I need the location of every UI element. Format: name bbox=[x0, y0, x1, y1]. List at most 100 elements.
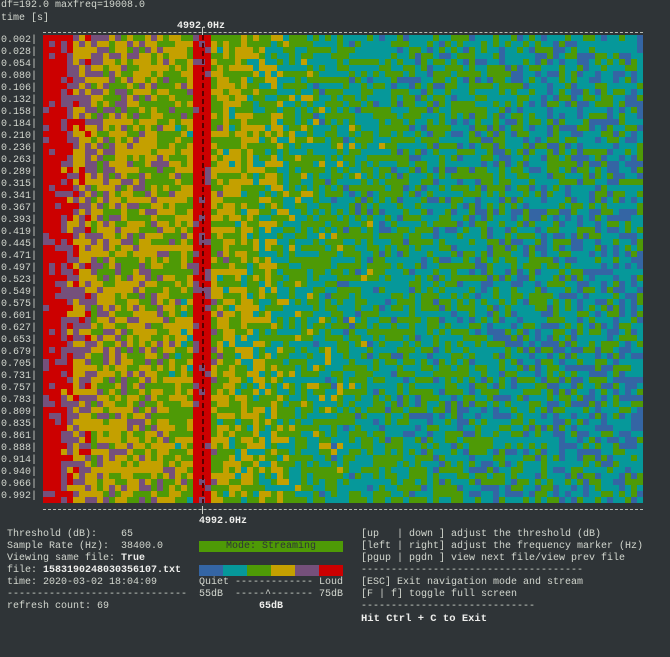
spectrogram-cell bbox=[85, 65, 91, 71]
spectrogram-cell bbox=[139, 47, 145, 53]
spectrogram-cell bbox=[445, 83, 451, 89]
spectrogram-cell bbox=[433, 119, 439, 125]
spectrogram-cell bbox=[409, 95, 415, 101]
spectrogram-cell bbox=[571, 107, 577, 113]
spectrogram-cell bbox=[97, 53, 103, 59]
spectrogram-cell bbox=[139, 95, 145, 101]
spectrogram-cell bbox=[367, 65, 373, 71]
spectrogram-cell bbox=[253, 101, 259, 107]
spectrogram-cell bbox=[451, 107, 457, 113]
spectrogram-cell bbox=[247, 83, 253, 89]
spectrogram-cell bbox=[421, 107, 427, 113]
spectrogram-cell bbox=[181, 89, 187, 95]
spectrogram-cell bbox=[169, 161, 175, 167]
spectrogram-cell bbox=[571, 125, 577, 131]
spectrogram-cell bbox=[541, 167, 547, 173]
spectrogram-cell bbox=[187, 107, 193, 113]
spectrogram-cell bbox=[121, 173, 127, 179]
spectrogram-cell bbox=[523, 149, 529, 155]
spectrogram-cell bbox=[223, 173, 229, 179]
spectrogram-cell bbox=[553, 35, 559, 41]
spectrogram-cell bbox=[55, 83, 61, 89]
spectrogram-cell bbox=[451, 41, 457, 47]
spectrogram-cell bbox=[565, 101, 571, 107]
spectrogram-cell bbox=[109, 65, 115, 71]
spectrogram-cell bbox=[601, 95, 607, 101]
spectrogram-cell bbox=[121, 107, 127, 113]
spectrogram-cell bbox=[523, 155, 529, 161]
spectrogram-cell bbox=[409, 113, 415, 119]
spectrogram-cell bbox=[157, 89, 163, 95]
spectrogram-cell bbox=[289, 143, 295, 149]
spectrogram-cell bbox=[91, 65, 97, 71]
spectrogram-cell bbox=[277, 89, 283, 95]
spectrogram-cell bbox=[535, 77, 541, 83]
spectrogram-cell bbox=[475, 89, 481, 95]
spectrogram-cell bbox=[259, 95, 265, 101]
spectrogram-cell bbox=[175, 167, 181, 173]
spectrogram-cell bbox=[559, 95, 565, 101]
spectrogram-cell bbox=[553, 71, 559, 77]
spectrogram-cell bbox=[493, 77, 499, 83]
spectrogram-cell bbox=[541, 131, 547, 137]
spectrogram-cell bbox=[97, 83, 103, 89]
spectrogram-cell bbox=[151, 113, 157, 119]
spectrogram-cell bbox=[277, 77, 283, 83]
spectrogram-cell bbox=[451, 173, 457, 179]
spectrogram-cell bbox=[247, 113, 253, 119]
spectrogram-cell bbox=[49, 125, 55, 131]
spectrogram-cell bbox=[265, 77, 271, 83]
spectrogram-cell bbox=[85, 137, 91, 143]
spectrogram-cell bbox=[613, 119, 619, 125]
spectrogram-cell bbox=[289, 77, 295, 83]
spectrogram-cell bbox=[565, 35, 571, 41]
spectrogram-cell bbox=[355, 167, 361, 173]
time-label: 0.888| bbox=[1, 443, 38, 454]
spectrogram-cell bbox=[85, 149, 91, 155]
spectrogram-cell bbox=[301, 143, 307, 149]
spectrogram-cell bbox=[433, 35, 439, 41]
spectrogram-cell bbox=[103, 131, 109, 137]
spectrogram-cell bbox=[505, 131, 511, 137]
spectrogram-cell bbox=[493, 83, 499, 89]
spectrogram-cell bbox=[277, 167, 283, 173]
spectrogram-cell bbox=[379, 35, 385, 41]
spectrogram-cell bbox=[43, 107, 49, 113]
spectrogram-cell bbox=[619, 113, 625, 119]
spectrogram-cell bbox=[475, 47, 481, 53]
spectrogram-cell bbox=[133, 101, 139, 107]
spectrogram-cell bbox=[337, 119, 343, 125]
spectrogram-cell bbox=[109, 41, 115, 47]
spectrogram-cell bbox=[91, 125, 97, 131]
spectrogram-cell bbox=[409, 89, 415, 95]
spectrogram-cell bbox=[457, 155, 463, 161]
spectrogram-cell bbox=[295, 155, 301, 161]
spectrogram-cell bbox=[49, 89, 55, 95]
spectrogram-cell bbox=[625, 41, 631, 47]
spectrogram-cell bbox=[307, 83, 313, 89]
spectrogram-cell bbox=[583, 59, 589, 65]
spectrogram-cell bbox=[43, 71, 49, 77]
spectrogram-cell bbox=[307, 89, 313, 95]
spectrogram-cell bbox=[481, 125, 487, 131]
spectrogram-cell bbox=[631, 155, 637, 161]
spectrogram-cell bbox=[289, 149, 295, 155]
spectrogram-cell bbox=[103, 107, 109, 113]
spectrogram-cell bbox=[637, 95, 643, 101]
spectrogram-cell bbox=[67, 71, 73, 77]
spectrogram-cell bbox=[247, 167, 253, 173]
spectrogram-cell bbox=[211, 149, 217, 155]
spectrogram-cell bbox=[379, 107, 385, 113]
spectrogram-cell bbox=[127, 167, 133, 173]
time-label: 0.992| bbox=[1, 491, 38, 502]
spectrogram-cell bbox=[139, 173, 145, 179]
spectrogram-cell bbox=[493, 47, 499, 53]
spectrogram-cell bbox=[361, 77, 367, 83]
spectrogram-cell bbox=[481, 95, 487, 101]
spectrogram-cell bbox=[205, 143, 211, 149]
spectrogram-cell bbox=[343, 131, 349, 137]
spectrogram-cell bbox=[517, 101, 523, 107]
spectrogram-cell bbox=[445, 59, 451, 65]
spectrogram-cell bbox=[241, 167, 247, 173]
spectrogram-cell bbox=[175, 77, 181, 83]
